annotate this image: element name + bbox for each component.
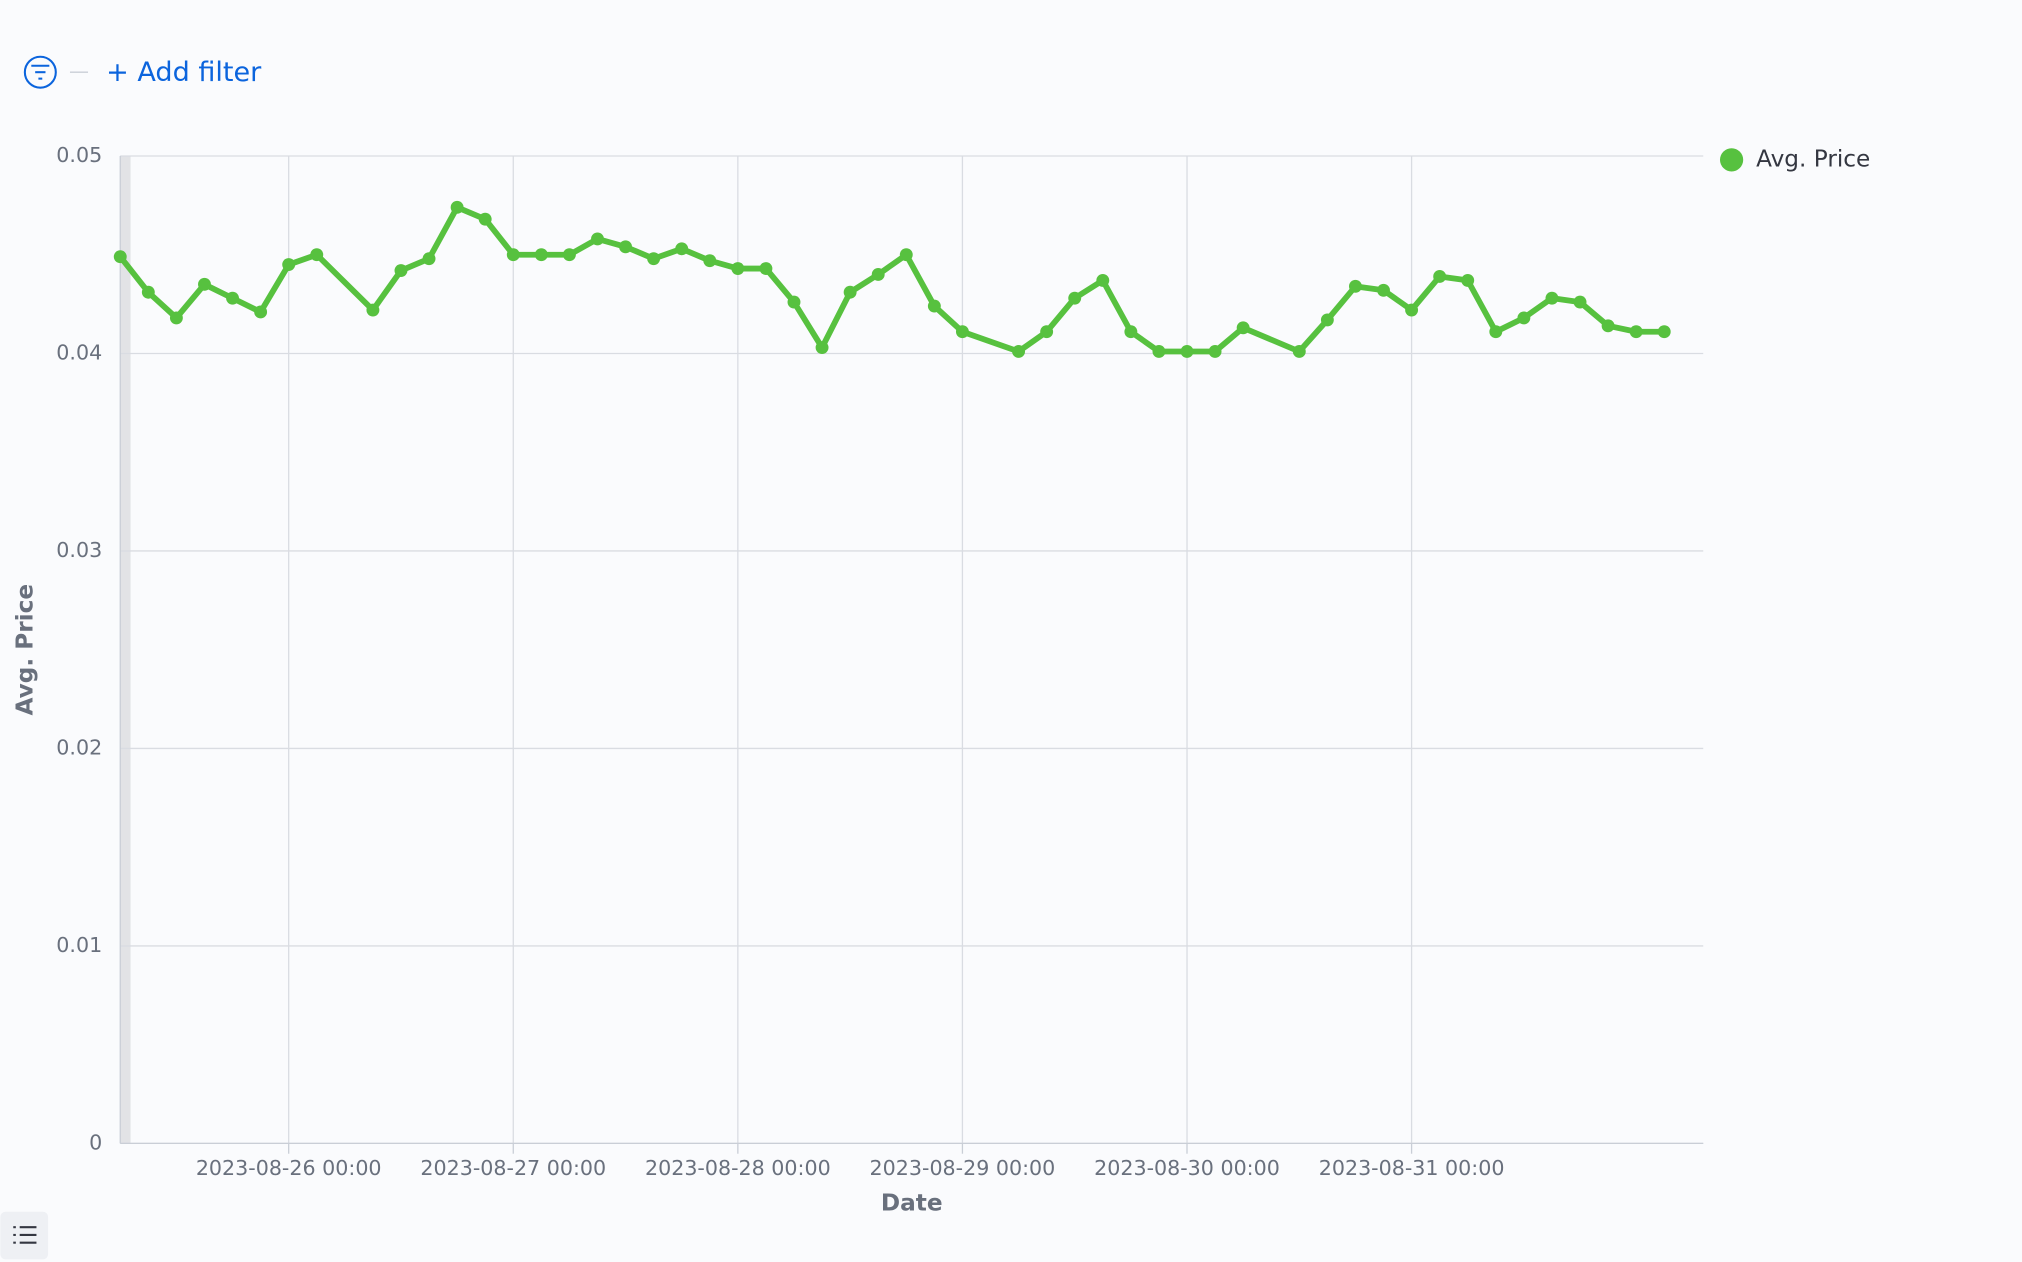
data-point — [1320, 313, 1334, 327]
data-point — [1292, 345, 1306, 358]
range-highlight — [120, 155, 131, 1144]
data-point — [169, 311, 183, 325]
data-point — [1208, 345, 1222, 358]
legend-label: Avg. Price — [1756, 145, 1870, 172]
data-point — [1461, 273, 1475, 287]
data-point — [591, 232, 604, 246]
data-point — [1152, 345, 1166, 358]
data-point — [899, 248, 913, 262]
x-tick-label: 2023-08-30 00:00 — [1094, 1156, 1280, 1180]
y-axis-title: Avg. Price — [12, 584, 39, 716]
x-axis-title: Date — [881, 1189, 943, 1216]
data-point — [1517, 311, 1531, 325]
y-tick-label: 0.04 — [56, 340, 102, 364]
data-point — [1180, 345, 1194, 358]
data-point — [422, 252, 436, 266]
x-tick-label: 2023-08-26 00:00 — [196, 1156, 382, 1180]
y-tick-label: 0.03 — [56, 538, 102, 562]
data-point — [113, 250, 127, 264]
data-point — [282, 258, 296, 272]
data-point — [843, 285, 857, 299]
filter-icon[interactable] — [23, 55, 57, 89]
data-point — [955, 325, 969, 339]
data-point — [787, 295, 801, 309]
legend-swatch — [1719, 148, 1744, 172]
data-point — [647, 252, 661, 266]
data-point — [310, 248, 324, 262]
data-point — [927, 299, 941, 313]
data-point — [1573, 295, 1587, 309]
data-point — [141, 285, 155, 299]
data-point — [703, 254, 717, 268]
data-point — [562, 248, 576, 262]
data-point — [1657, 325, 1671, 339]
data-point — [1405, 303, 1419, 317]
data-point — [1096, 273, 1110, 287]
data-point — [1601, 319, 1615, 333]
data-point — [815, 341, 829, 354]
data-point — [534, 248, 548, 262]
y-tick-label: 0 — [89, 1130, 102, 1154]
data-point — [619, 240, 633, 254]
data-point — [675, 242, 689, 256]
data-point — [1545, 291, 1559, 305]
data-point — [450, 200, 464, 214]
data-point — [1040, 325, 1054, 339]
data-point — [1377, 283, 1390, 297]
data-point — [759, 262, 773, 275]
data-point — [478, 212, 492, 226]
data-point — [1012, 345, 1026, 358]
data-point — [254, 305, 268, 319]
data-point — [871, 268, 885, 281]
data-point — [1433, 269, 1447, 283]
add-filter[interactable]: + Add filter — [106, 57, 262, 88]
data-point — [506, 248, 520, 262]
y-tick-label: 0.05 — [56, 143, 102, 167]
x-tick-label: 2023-08-27 00:00 — [420, 1156, 606, 1180]
data-point — [1629, 325, 1643, 339]
data-point — [366, 303, 380, 317]
y-tick-label: 0.01 — [56, 933, 102, 957]
x-tick-label: 2023-08-28 00:00 — [645, 1156, 831, 1180]
data-point — [731, 262, 745, 275]
x-tick-label: 2023-08-29 00:00 — [870, 1156, 1056, 1180]
data-point — [394, 264, 408, 277]
data-point — [1348, 279, 1362, 293]
data-line — [117, 204, 1665, 355]
data-point — [1489, 325, 1503, 339]
x-tick-label: 2023-08-31 00:00 — [1319, 1156, 1505, 1180]
data-point — [1068, 291, 1082, 305]
data-point — [1236, 321, 1250, 335]
list-button[interactable] — [0, 1211, 49, 1260]
data-point — [198, 277, 211, 291]
data-point — [1124, 325, 1138, 339]
y-tick-label: 0.02 — [56, 735, 102, 759]
data-point — [226, 291, 239, 305]
